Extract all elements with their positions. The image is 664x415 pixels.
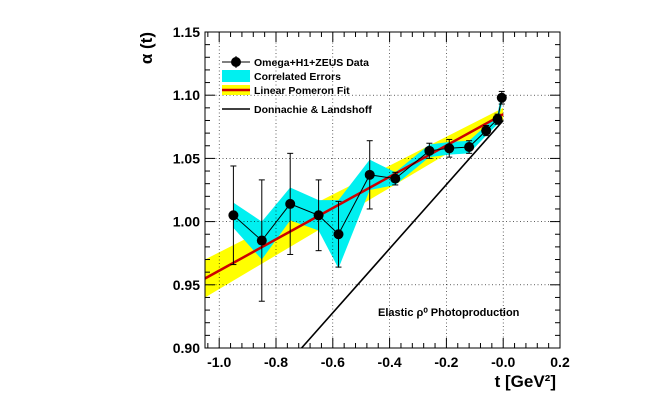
data-point [464,142,475,153]
plot-frame [204,31,561,349]
legend-label: Donnachie & Landshoff [254,104,372,116]
data-point [256,235,267,246]
x-tick-label: -0.8 [264,354,288,370]
y-tick-label: 0.90 [173,340,200,356]
y-tick-label: 1.00 [173,214,200,230]
data-point [364,169,375,180]
x-tick-label: -0.0 [491,354,515,370]
legend-label: Linear Pomeron Fit [254,85,350,97]
data-point [444,143,455,154]
data-point [228,210,239,221]
x-tick-label: -1.0 [207,354,231,370]
data-point [313,210,324,221]
data-points [228,90,507,302]
data-point [481,125,492,136]
legend: Omega+H1+ZEUS Data Correlated Errors Linea… [222,56,372,116]
data-point [390,173,401,184]
model-lines [205,113,504,348]
x-tick-label: 0.2 [550,354,570,370]
legend-marker-dot [231,57,241,67]
grid-lines [205,32,560,348]
x-axis-title: t [GeV²] [495,372,556,391]
chart-annotation: Elastic ρ⁰ Photoproduction [378,307,520,319]
data-point [492,114,503,125]
x-tick-label: -0.2 [434,354,458,370]
y-tick-label: 0.95 [173,277,200,293]
axis-ticks: -1.0 -0.8 -0.6 -0.4 -0.2 -0.0 0.2 0.90 0.95 1.00 1… [173,24,570,370]
legend-label: Correlated Errors [254,71,341,83]
linear-pomeron-fit-line [205,113,504,280]
legend-label: Omega+H1+ZEUS Data [254,57,369,69]
data-point [424,145,435,156]
y-tick-label: 1.10 [173,87,200,103]
y-tick-label: 1.05 [173,150,200,166]
x-tick-label: -0.6 [321,354,345,370]
data-point [496,92,507,103]
y-tick-label: 1.15 [173,24,200,40]
y-axis-title: α (t) [137,32,156,64]
error-bands [205,91,504,298]
x-tick-label: -0.4 [378,354,402,370]
donnachie-landshoff-line [300,119,504,348]
data-point [333,229,344,240]
data-point [285,198,296,209]
legend-marker-band [222,70,250,82]
